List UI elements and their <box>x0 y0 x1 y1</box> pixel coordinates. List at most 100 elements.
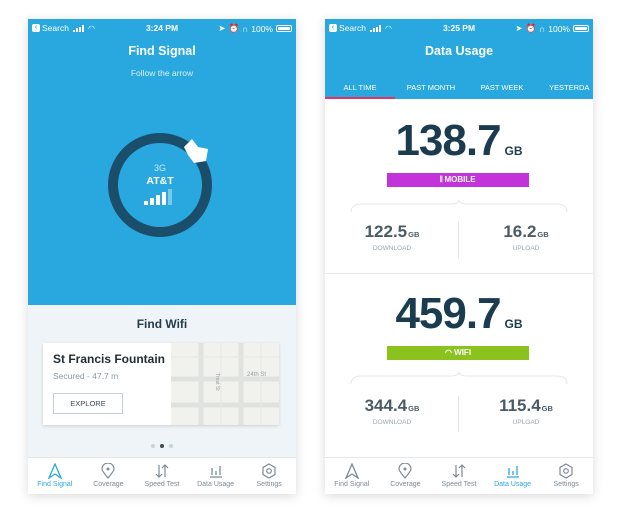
wifi-status-icon: ◠ <box>87 23 95 33</box>
wifi-total-value: 459.7 <box>395 289 501 338</box>
alarm-icon: ⏰ <box>525 23 537 33</box>
map-pin-icon <box>101 463 115 479</box>
signal-ring: 3G AT&T <box>108 133 212 237</box>
find-wifi-title: Find Wifi <box>136 317 188 331</box>
tab-speed-test[interactable]: Speed Test <box>432 458 486 494</box>
up-down-arrows-icon <box>155 464 169 478</box>
tab-label: Coverage <box>390 481 421 488</box>
tab-bar: Find Signal Coverage Speed Test Data Usa… <box>28 457 296 494</box>
vertical-divider <box>458 222 459 258</box>
wifi-total-unit: GB <box>504 317 523 331</box>
tab-label: Data Usage <box>494 481 532 488</box>
hotspot-meta: Secured - 47.7 m <box>53 371 119 381</box>
wifi-upload-value: 115.4 <box>499 396 541 415</box>
navigation-arrow-icon <box>344 463 359 479</box>
find-signal-screen: ‹ Search ◠ 3:24 PM ➤ ⏰ ∩ 100% Find Signa… <box>28 19 296 494</box>
tab-label: Settings <box>553 481 579 488</box>
tab-label: Data Usage <box>197 481 235 488</box>
back-arrow-icon[interactable]: ‹ <box>32 24 40 32</box>
map-street-label: Treat St <box>214 373 220 391</box>
bar-chart-icon <box>506 466 519 478</box>
explore-button[interactable]: EXPLORE <box>53 393 123 414</box>
mobile-breakdown: 122.5GB DOWNLOAD 16.2GB UPLOAD <box>325 222 593 264</box>
time-filter-tabs: ALL TIME PAST MONTH PAST WEEK YESTERDA <box>325 79 593 99</box>
tab-label: Speed Test <box>144 481 180 488</box>
tab-label: Find Signal <box>37 481 73 488</box>
tab-bar: Find Signal Coverage Speed Test Data Usa… <box>325 457 593 494</box>
back-app-label[interactable]: Search <box>339 23 366 33</box>
mobile-download-unit: GB <box>408 230 420 239</box>
cellular-bars-icon <box>369 24 381 32</box>
gear-icon <box>559 463 573 479</box>
alarm-icon: ⏰ <box>228 23 240 33</box>
brace-divider <box>350 371 568 385</box>
network-type: 3G <box>153 163 166 173</box>
section-divider <box>325 273 593 274</box>
tab-coverage[interactable]: Coverage <box>379 458 433 494</box>
wifi-status-icon: ◠ <box>384 23 392 33</box>
hotspot-name: St Francis Fountain <box>53 352 166 366</box>
wifi-upload-unit: GB <box>541 404 553 413</box>
direction-arrow-icon <box>184 139 208 163</box>
wifi-download-value: 344.4 <box>364 396 408 415</box>
mobile-download: 122.5GB DOWNLOAD <box>325 222 459 252</box>
tab-label: Speed Test <box>441 481 477 488</box>
tab-label: Find Signal <box>334 481 370 488</box>
battery-percent: 100% <box>251 23 273 34</box>
status-bar: ‹ Search ◠ 3:24 PM ➤ ⏰ ∩ 100% <box>28 19 296 37</box>
cellular-bars-icon <box>72 24 84 32</box>
filter-past-week[interactable]: PAST WEEK <box>480 83 524 92</box>
tab-settings[interactable]: Settings <box>242 458 296 494</box>
tab-speed-test[interactable]: Speed Test <box>135 458 189 494</box>
upload-label: UPLOAD <box>512 245 540 252</box>
wifi-total: 459.7 GB <box>325 289 593 339</box>
download-label: DOWNLOAD <box>372 419 412 426</box>
page-title: Data Usage <box>424 44 494 58</box>
tab-data-usage[interactable]: Data Usage <box>189 458 243 494</box>
map-pin-icon <box>398 463 412 479</box>
back-arrow-icon[interactable]: ‹ <box>329 24 337 32</box>
headphones-icon: ∩ <box>539 23 546 34</box>
map-thumbnail: 24th St Treat St <box>171 343 279 425</box>
data-usage-screen: ‹ Search ◠ 3:25 PM ➤ ⏰ ∩ 100% Data Usage… <box>325 19 593 494</box>
back-app-label[interactable]: Search <box>42 23 69 33</box>
find-wifi-section: Find Wifi 24th St Treat St St Francis <box>28 305 296 458</box>
filter-all-time[interactable]: ALL TIME <box>325 79 395 99</box>
wifi-download: 344.4GB DOWNLOAD <box>325 396 459 426</box>
wifi-breakdown: 344.4GB DOWNLOAD 115.4GB UPLOAD <box>325 396 593 438</box>
download-label: DOWNLOAD <box>372 245 412 252</box>
filter-yesterday[interactable]: YESTERDA <box>549 83 590 92</box>
page-indicator[interactable] <box>28 444 296 448</box>
mobile-total: 138.7 GB <box>325 116 593 166</box>
location-icon: ➤ <box>218 23 226 33</box>
tab-coverage[interactable]: Coverage <box>82 458 136 494</box>
page-dot[interactable] <box>160 444 164 448</box>
signal-strength-icon <box>144 189 172 205</box>
header <box>325 19 593 99</box>
tab-find-signal[interactable]: Find Signal <box>28 458 82 494</box>
wifi-upload: 115.4GB UPLOAD <box>459 396 593 426</box>
tab-label: Settings <box>256 481 282 488</box>
carrier-name: AT&T <box>146 175 174 187</box>
page-subtitle: Follow the arrow <box>130 68 194 78</box>
battery-icon <box>573 25 589 32</box>
brace-divider <box>350 199 568 213</box>
tab-settings[interactable]: Settings <box>539 458 593 494</box>
tab-data-usage[interactable]: Data Usage <box>486 458 540 494</box>
tab-find-signal[interactable]: Find Signal <box>325 458 379 494</box>
navigation-arrow-icon <box>47 463 62 479</box>
wifi-download-unit: GB <box>408 404 420 413</box>
tab-label: Coverage <box>93 481 124 488</box>
cellular-icon: 𝄃 <box>440 175 443 184</box>
mobile-download-value: 122.5 <box>364 222 408 241</box>
wifi-label: WIFI <box>454 348 472 357</box>
mobile-total-unit: GB <box>504 144 523 158</box>
filter-past-month[interactable]: PAST MONTH <box>406 83 456 92</box>
page-dot[interactable] <box>169 444 173 448</box>
mobile-label: MOBILE <box>444 175 476 184</box>
page-title: Find Signal <box>128 44 196 58</box>
page-dot[interactable] <box>151 444 155 448</box>
wifi-icon: ◠ <box>444 348 452 357</box>
up-down-arrows-icon <box>452 464 466 478</box>
wifi-hotspot-card[interactable]: 24th St Treat St St Francis Fountain Sec… <box>43 343 279 425</box>
